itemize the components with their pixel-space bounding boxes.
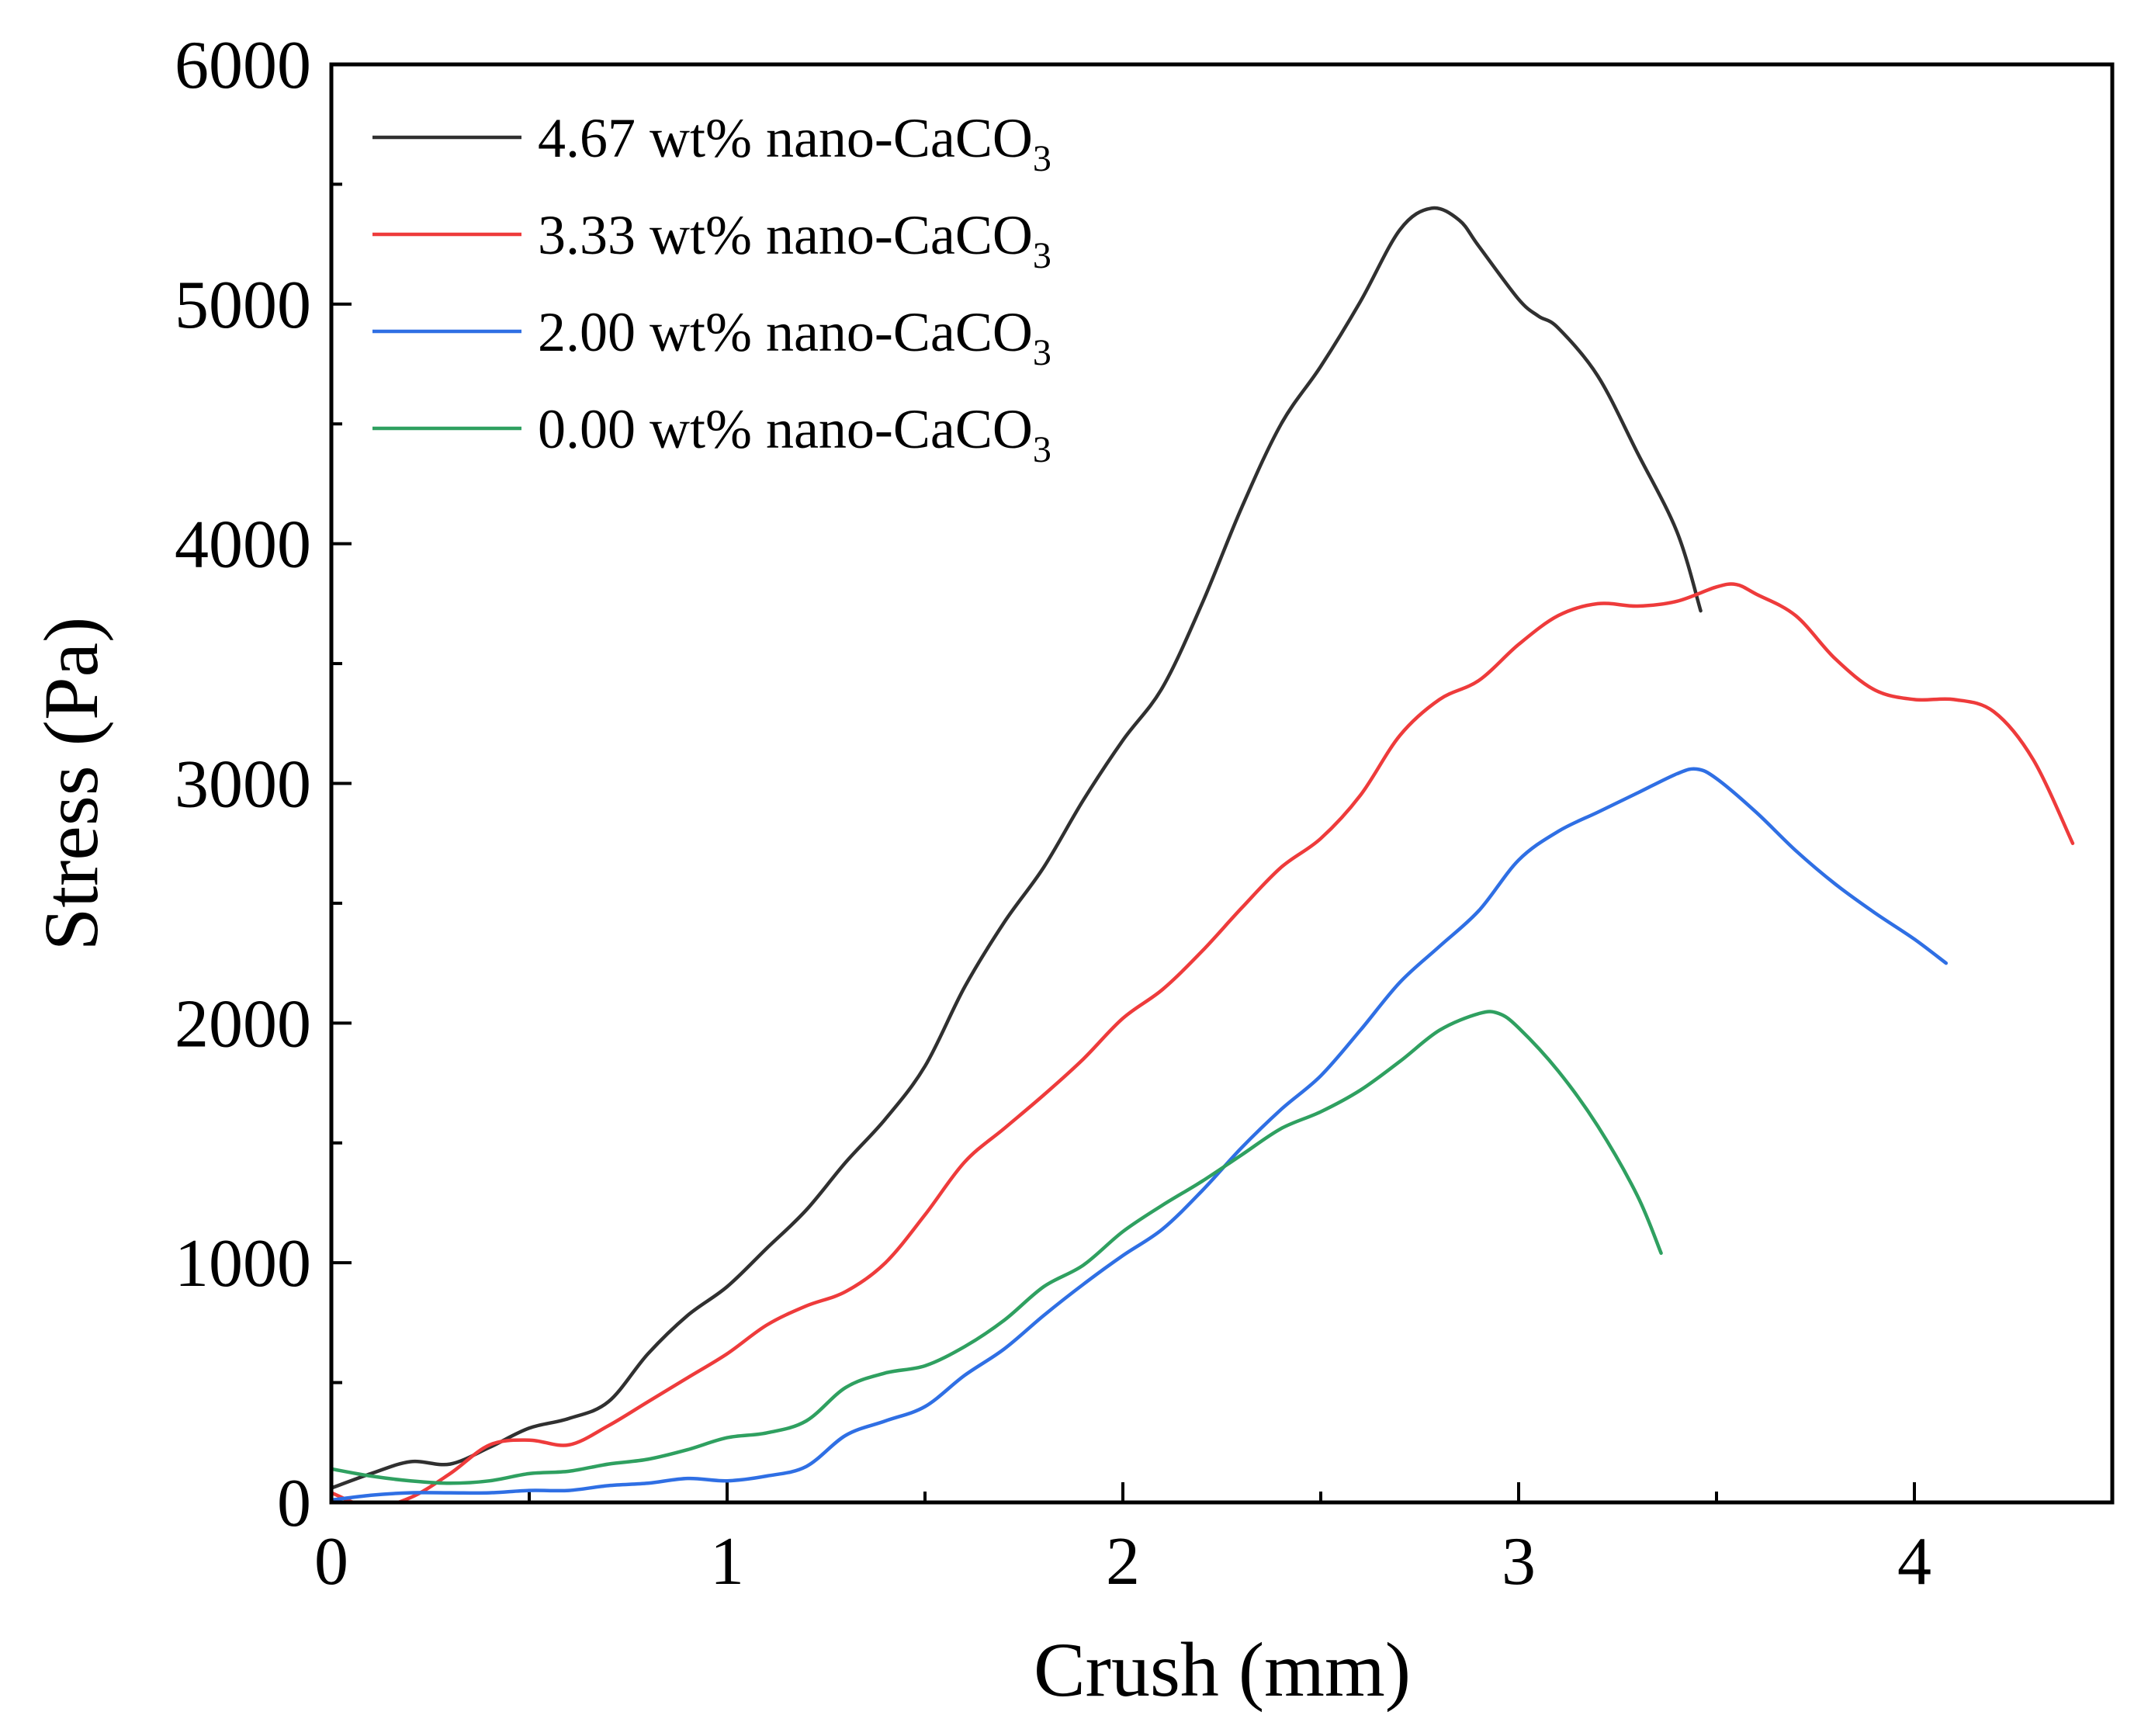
plot-frame [329,62,2115,1505]
series-line-1 [331,206,1703,1490]
x-axis-title: Crush (mm) [1034,1627,1411,1713]
legend-label: 3.33 wt% nano-CaCO3 [538,204,1051,276]
tick-labels: 0 1 2 3 4 0 1000 2000 3000 4000 5000 6000 [175,28,1931,1599]
x-tick-label: 3 [1502,1524,1536,1599]
y-tick-label: 0 [277,1466,311,1541]
legend-label: 4.67 wt% nano-CaCO3 [538,107,1051,179]
x-tick-label: 0 [314,1524,348,1599]
x-tick-label: 2 [1106,1524,1140,1599]
series-line-2 [331,582,2075,1502]
series-lines [331,206,2075,1502]
x-tick-label: 1 [710,1524,744,1599]
y-tick-label: 2000 [175,986,311,1062]
y-axis-title: Stress (Pa) [28,617,114,951]
series-line-4 [331,1010,1663,1485]
y-tick-label: 3000 [175,747,311,823]
x-tick-label: 4 [1897,1524,1931,1599]
y-tick-label: 4000 [175,508,311,583]
legend-label: 2.00 wt% nano-CaCO3 [538,301,1051,373]
series-line-3 [331,767,1949,1502]
axis-ticks [330,63,1916,1504]
y-tick-label: 1000 [175,1226,311,1301]
legend: 4.67 wt% nano-CaCO3 3.33 wt% nano-CaCO3 2.… [372,107,1051,470]
y-tick-label: 5000 [175,268,311,343]
y-tick-label: 6000 [175,28,311,103]
legend-label: 0.00 wt% nano-CaCO3 [538,398,1051,470]
